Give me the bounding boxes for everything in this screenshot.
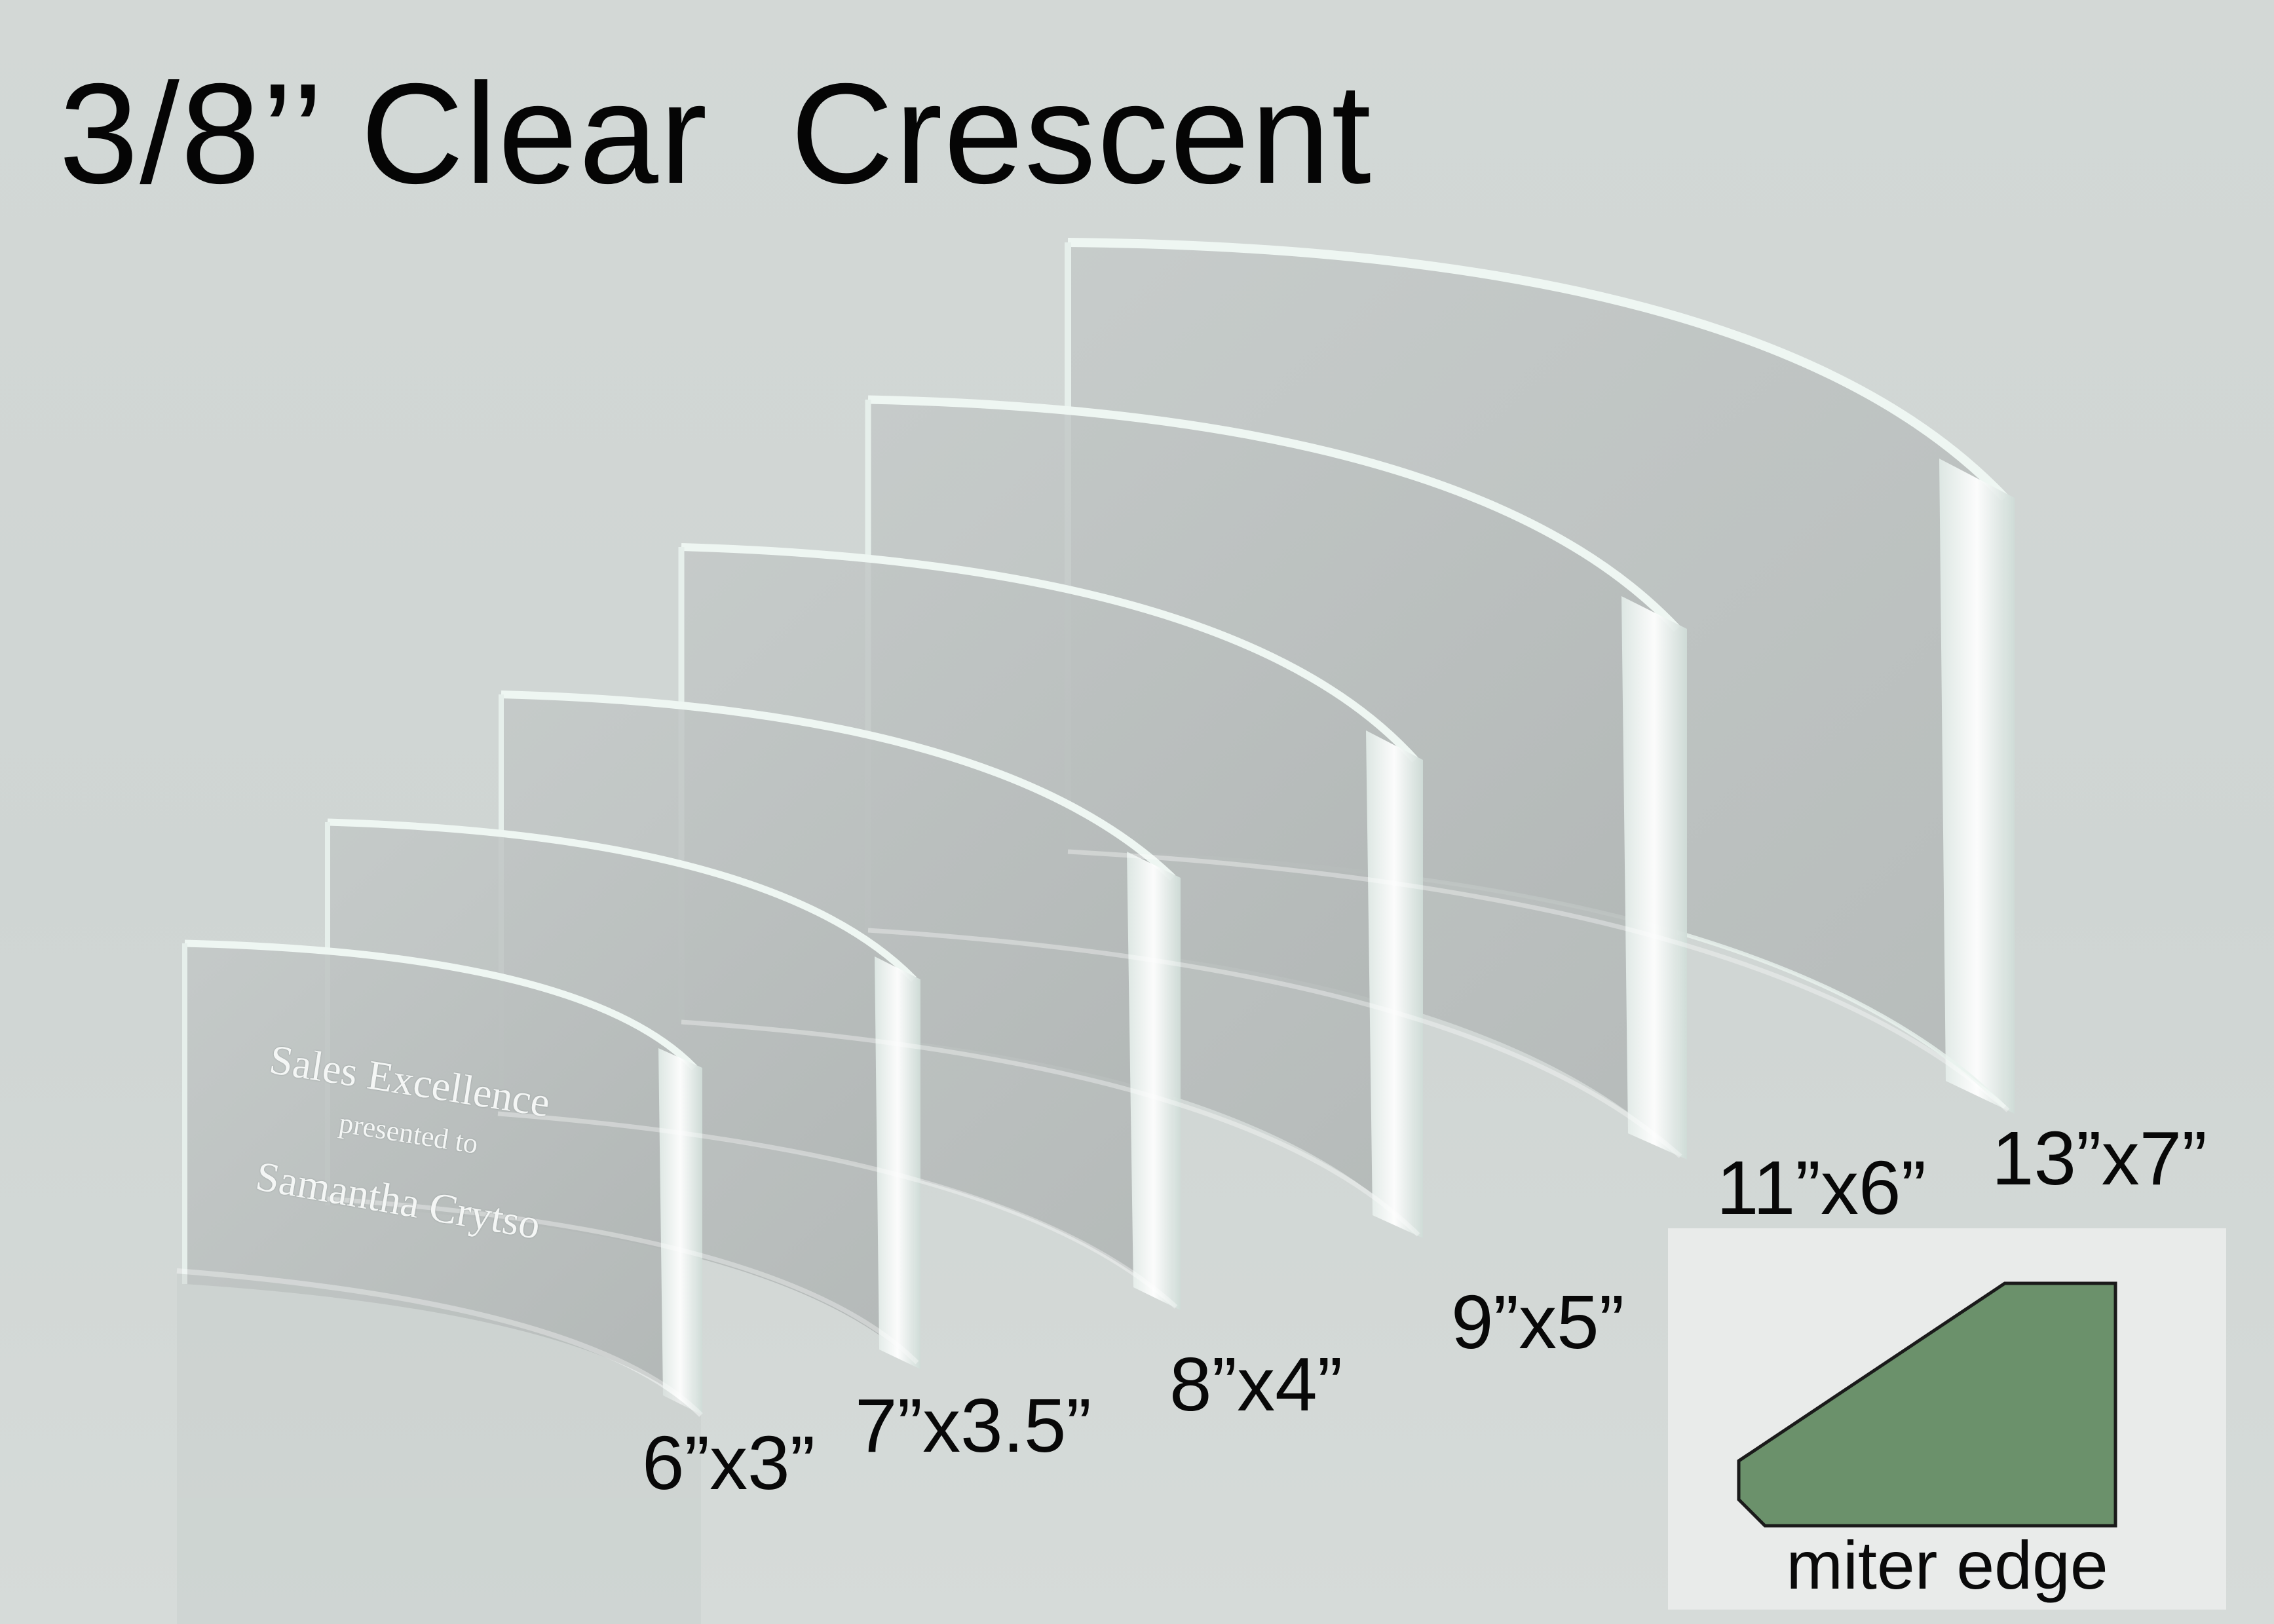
floor-reflection xyxy=(176,849,2010,1624)
product-title: 3/8’’ Clear Crescent xyxy=(59,54,1373,214)
size-label-13x7: 13”x7” xyxy=(1992,1116,2207,1201)
size-label-9x5: 9”x5” xyxy=(1451,1279,1625,1365)
size-label-7x3.5: 7”x3.5” xyxy=(855,1383,1092,1468)
size-label-8x4: 8”x4” xyxy=(1169,1342,1343,1427)
miter-edge-label: miter edge xyxy=(1786,1528,2108,1604)
crescent-award-6x3 xyxy=(182,939,702,1415)
miter-edge-diagram: miter edge xyxy=(1668,1228,2226,1610)
size-label-11x6: 11”x6” xyxy=(1716,1145,1927,1230)
size-label-6x3: 6”x3” xyxy=(642,1420,816,1505)
miter-edge-profile-shape xyxy=(1737,1281,2117,1528)
